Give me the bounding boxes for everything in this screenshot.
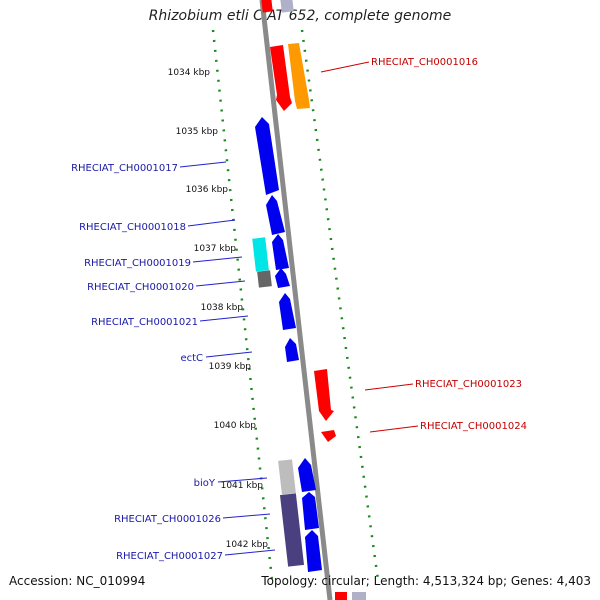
leader-line-rheciat-ch0001016 (320, 61, 370, 73)
cds-arrow-ectc (285, 338, 299, 362)
gene-arrow-rheciat-ch0001024 (321, 430, 336, 442)
cds-arrow-rheciat-ch0001019 (272, 234, 289, 270)
tick-label-1039: 1039 kbp (209, 362, 252, 372)
gene-feature-top-red (261, 0, 273, 13)
gene-label-rheciat-ch0001019: RHECIAT_CH0001019 (84, 258, 191, 269)
cds-arrow-rheciat-ch0001020 (275, 268, 290, 288)
gene-feature-bottom-grey (352, 592, 366, 600)
leader-line-rheciat-ch0001027 (224, 549, 276, 556)
gene-label-rheciat-ch0001026: RHECIAT_CH0001026 (114, 514, 221, 525)
gene-label-bioy: bioY (194, 478, 216, 489)
tick-label-1034: 1034 kbp (168, 68, 211, 78)
cds-arrow-rheciat-ch0001027 (305, 530, 322, 572)
cds-arrow-rheciat-ch0001021 (279, 293, 296, 330)
cds-arrow-bioy (298, 458, 316, 492)
leader-line-rheciat-ch0001017 (179, 161, 227, 168)
cds-arrow-rheciat-ch0001026 (302, 492, 319, 530)
misc-feature-grey (257, 270, 272, 288)
gene-arrow-rheciat-ch0001023 (314, 369, 334, 421)
tick-label-1036: 1036 kbp (186, 185, 229, 195)
leader-line-rheciat-ch0001023 (364, 383, 414, 391)
feature-bioy-light-grey (278, 459, 296, 495)
genome-summary-text: Topology: circular; Length: 4,513,324 bp… (261, 574, 591, 588)
accession-text: Accession: NC_010994 (9, 574, 146, 588)
tick-label-1041: 1041 kbp (221, 481, 264, 491)
misc-feature-cyan (252, 237, 269, 272)
cds-arrow-rheciat-ch0001018 (266, 195, 285, 235)
tick-label-1042: 1042 kbp (226, 540, 269, 550)
cds-arrow-rheciat-ch0001017 (255, 117, 279, 195)
gene-label-rheciat-ch0001016: RHECIAT_CH0001016 (371, 57, 478, 68)
gene-feature-top-grey (280, 0, 294, 13)
leader-line-ectc (205, 351, 253, 358)
genome-backbone (259, 0, 333, 600)
tick-label-1040: 1040 kbp (214, 421, 257, 431)
gene-label-rheciat-ch0001020: RHECIAT_CH0001020 (87, 282, 194, 293)
gc-track-left (211, 29, 274, 581)
leader-line-bioy (217, 477, 268, 483)
gene-label-rheciat-ch0001024: RHECIAT_CH0001024 (420, 421, 527, 432)
tick-label-1035: 1035 kbp (176, 127, 219, 137)
leader-line-rheciat-ch0001020 (195, 280, 246, 287)
gene-label-rheciat-ch0001017: RHECIAT_CH0001017 (71, 163, 178, 174)
map-title: Rhizobium etli CIAT 652, complete genome (148, 8, 452, 24)
leader-line-rheciat-ch0001026 (222, 513, 271, 519)
leader-line-rheciat-ch0001021 (199, 315, 249, 322)
gene-label-rheciat-ch0001021: RHECIAT_CH0001021 (91, 317, 198, 328)
gene-label-rheciat-ch0001023: RHECIAT_CH0001023 (415, 379, 522, 390)
gene-arrow-rheciat-ch0001016-red (270, 45, 292, 111)
gene-label-rheciat-ch0001027: RHECIAT_CH0001027 (116, 551, 223, 562)
gene-arrow-rheciat-ch0001016-orange (288, 43, 310, 109)
leader-line-rheciat-ch0001019 (192, 256, 243, 263)
gene-label-ectc: ectC (180, 353, 203, 364)
leader-line-rheciat-ch0001024 (369, 425, 419, 433)
tick-label-1037: 1037 kbp (194, 244, 237, 254)
feature-dark-purple (279, 493, 305, 567)
gene-label-rheciat-ch0001018: RHECIAT_CH0001018 (79, 222, 186, 233)
tick-label-1038: 1038 kbp (201, 303, 244, 313)
gene-feature-bottom-red (335, 592, 347, 600)
leader-line-rheciat-ch0001018 (187, 219, 236, 227)
